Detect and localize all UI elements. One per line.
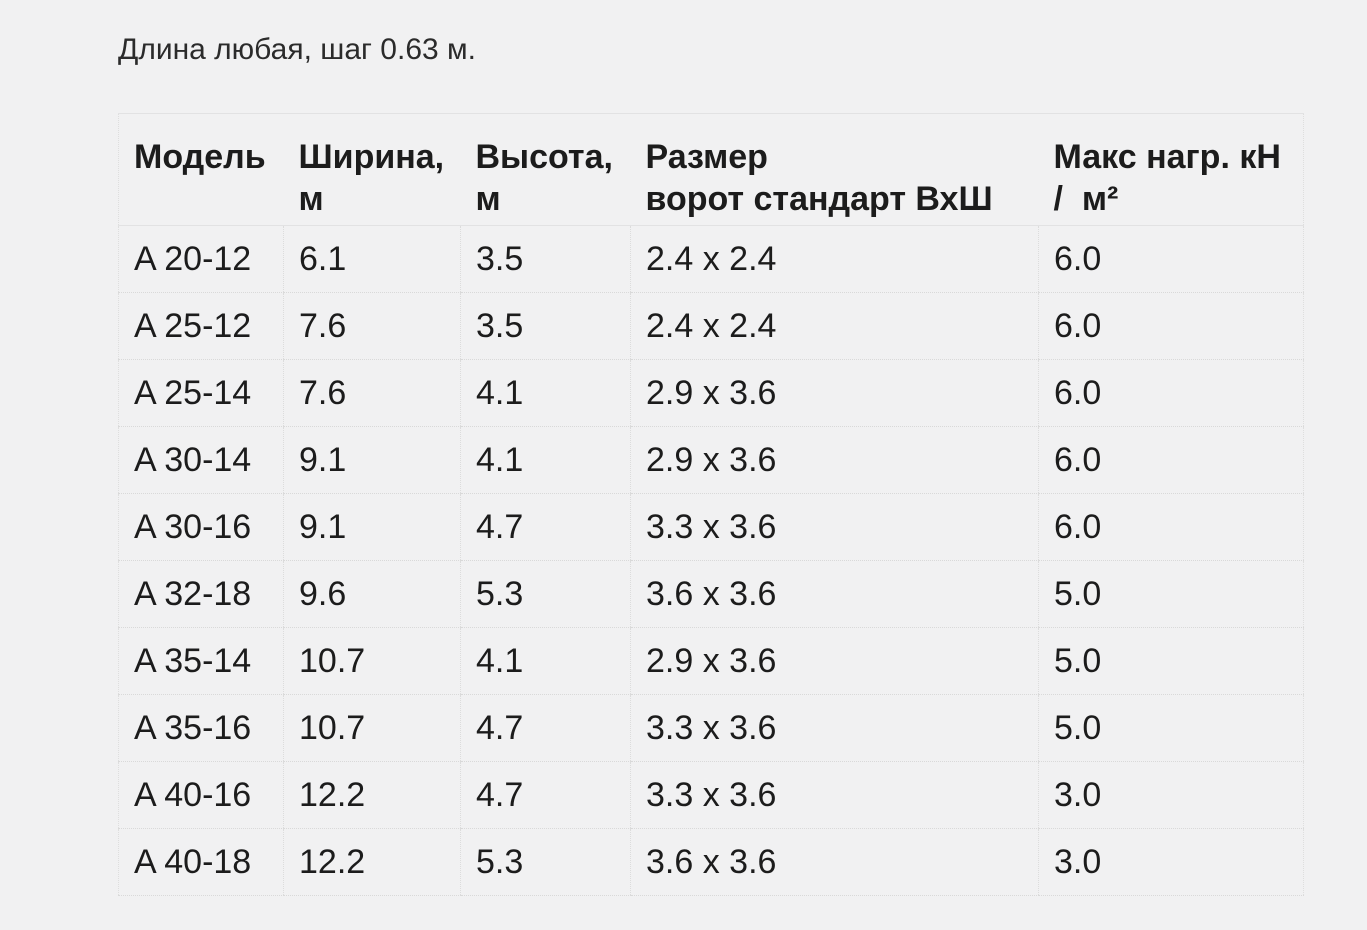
cell-gate-size: 2.4 x 2.4 bbox=[630, 225, 1039, 293]
cell-gate-size: 2.4 x 2.4 bbox=[630, 292, 1039, 360]
col-header-max-load: Макс нагр. кН / м² bbox=[1038, 113, 1304, 226]
cell-width: 6.1 bbox=[283, 225, 461, 293]
cell-width: 10.7 bbox=[283, 627, 461, 695]
cell-gate-size: 2.9 x 3.6 bbox=[630, 627, 1039, 695]
cell-gate-size: 3.6 x 3.6 bbox=[630, 828, 1039, 896]
cell-max-load: 5.0 bbox=[1038, 560, 1304, 628]
table-row: A 25-12 7.6 3.5 2.4 x 2.4 6.0 bbox=[118, 292, 1304, 360]
cell-width: 9.1 bbox=[283, 493, 461, 561]
header-row: Модель Ширина, м Высота, м Размер ворот … bbox=[118, 113, 1304, 226]
cell-height: 4.1 bbox=[460, 426, 631, 494]
cell-width: 10.7 bbox=[283, 694, 461, 762]
col-header-model: Модель bbox=[118, 113, 284, 226]
col-header-width: Ширина, м bbox=[283, 113, 461, 226]
table-body: A 20-12 6.1 3.5 2.4 x 2.4 6.0 A 25-12 7.… bbox=[118, 225, 1304, 896]
cell-model: A 30-14 bbox=[118, 426, 284, 494]
length-step-note: Длина любая, шаг 0.63 м. bbox=[118, 33, 476, 66]
cell-max-load: 3.0 bbox=[1038, 761, 1304, 829]
table-row: A 40-16 12.2 4.7 3.3 x 3.6 3.0 bbox=[118, 761, 1304, 829]
col-header-height: Высота, м bbox=[460, 113, 631, 226]
cell-height: 4.1 bbox=[460, 359, 631, 427]
cell-max-load: 6.0 bbox=[1038, 426, 1304, 494]
page: Длина любая, шаг 0.63 м. Модель Ширина, … bbox=[118, 33, 1304, 896]
cell-model: A 35-14 bbox=[118, 627, 284, 695]
cell-model: A 32-18 bbox=[118, 560, 284, 628]
cell-width: 9.1 bbox=[283, 426, 461, 494]
table-row: A 35-14 10.7 4.1 2.9 x 3.6 5.0 bbox=[118, 627, 1304, 695]
cell-model: A 20-12 bbox=[118, 225, 284, 293]
cell-model: A 40-18 bbox=[118, 828, 284, 896]
col-header-gate-size: Размер ворот стандарт ВхШ bbox=[630, 113, 1039, 226]
cell-height: 5.3 bbox=[460, 828, 631, 896]
cell-model: A 25-12 bbox=[118, 292, 284, 360]
cell-width: 7.6 bbox=[283, 359, 461, 427]
cell-gate-size: 3.6 x 3.6 bbox=[630, 560, 1039, 628]
cell-gate-size: 3.3 x 3.6 bbox=[630, 761, 1039, 829]
cell-width: 7.6 bbox=[283, 292, 461, 360]
cell-model: A 25-14 bbox=[118, 359, 284, 427]
cell-max-load: 5.0 bbox=[1038, 694, 1304, 762]
cell-gate-size: 2.9 x 3.6 bbox=[630, 359, 1039, 427]
table-row: A 25-14 7.6 4.1 2.9 x 3.6 6.0 bbox=[118, 359, 1304, 427]
table-row: A 35-16 10.7 4.7 3.3 x 3.6 5.0 bbox=[118, 694, 1304, 762]
cell-model: A 40-16 bbox=[118, 761, 284, 829]
hangar-spec-table: Модель Ширина, м Высота, м Размер ворот … bbox=[118, 113, 1304, 896]
table-row: A 40-18 12.2 5.3 3.6 x 3.6 3.0 bbox=[118, 828, 1304, 896]
cell-model: A 35-16 bbox=[118, 694, 284, 762]
cell-height: 4.1 bbox=[460, 627, 631, 695]
cell-max-load: 6.0 bbox=[1038, 292, 1304, 360]
cell-height: 4.7 bbox=[460, 694, 631, 762]
table-row: A 20-12 6.1 3.5 2.4 x 2.4 6.0 bbox=[118, 225, 1304, 293]
cell-max-load: 6.0 bbox=[1038, 225, 1304, 293]
cell-width: 12.2 bbox=[283, 828, 461, 896]
cell-height: 4.7 bbox=[460, 493, 631, 561]
table-row: A 32-18 9.6 5.3 3.6 x 3.6 5.0 bbox=[118, 560, 1304, 628]
cell-max-load: 6.0 bbox=[1038, 359, 1304, 427]
cell-model: A 30-16 bbox=[118, 493, 284, 561]
cell-gate-size: 2.9 x 3.6 bbox=[630, 426, 1039, 494]
cell-width: 12.2 bbox=[283, 761, 461, 829]
cell-height: 3.5 bbox=[460, 225, 631, 293]
cell-gate-size: 3.3 x 3.6 bbox=[630, 493, 1039, 561]
table-row: A 30-14 9.1 4.1 2.9 x 3.6 6.0 bbox=[118, 426, 1304, 494]
cell-gate-size: 3.3 x 3.6 bbox=[630, 694, 1039, 762]
cell-max-load: 6.0 bbox=[1038, 493, 1304, 561]
cell-width: 9.6 bbox=[283, 560, 461, 628]
cell-height: 3.5 bbox=[460, 292, 631, 360]
table-row: A 30-16 9.1 4.7 3.3 x 3.6 6.0 bbox=[118, 493, 1304, 561]
cell-height: 4.7 bbox=[460, 761, 631, 829]
cell-max-load: 3.0 bbox=[1038, 828, 1304, 896]
cell-max-load: 5.0 bbox=[1038, 627, 1304, 695]
cell-height: 5.3 bbox=[460, 560, 631, 628]
